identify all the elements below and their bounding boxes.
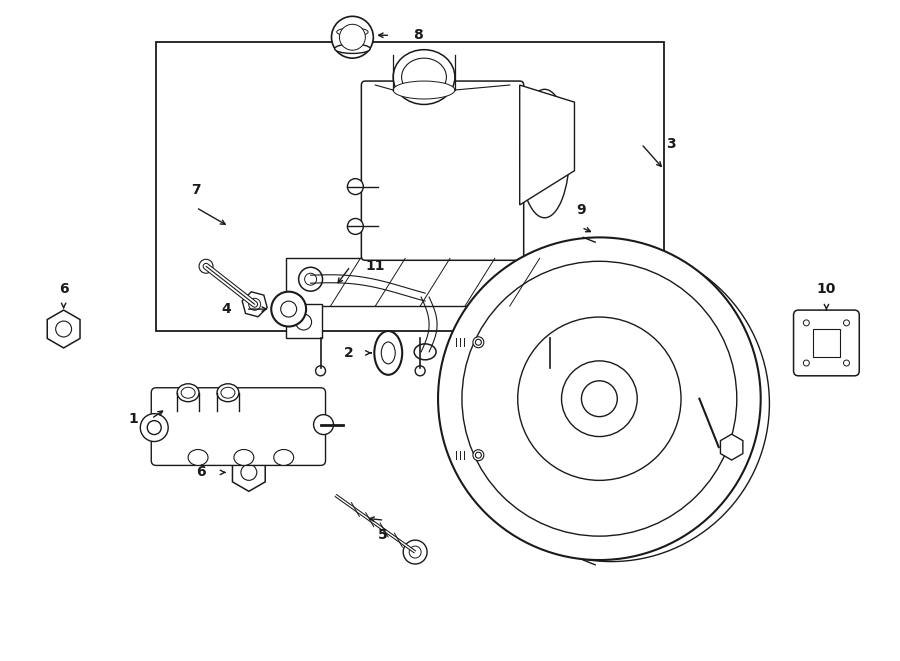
Circle shape [347,178,364,194]
Bar [285,258,570,306]
Ellipse shape [393,81,454,99]
Circle shape [299,267,322,291]
Circle shape [472,449,484,461]
Text: 8: 8 [413,28,423,42]
Circle shape [148,420,161,434]
Circle shape [347,219,364,235]
Circle shape [475,339,482,345]
Circle shape [241,465,256,481]
Circle shape [472,336,484,348]
Ellipse shape [217,384,239,402]
Circle shape [339,24,365,50]
Circle shape [462,261,737,536]
Text: 10: 10 [816,282,836,296]
Text: 3: 3 [666,137,676,151]
FancyBboxPatch shape [151,388,326,465]
Ellipse shape [188,449,208,465]
Bar [157,42,664,331]
Text: 6: 6 [58,282,68,296]
Circle shape [304,273,317,285]
Circle shape [544,366,554,376]
Bar [285,304,321,338]
Circle shape [248,298,261,310]
Circle shape [403,540,427,564]
Circle shape [804,360,809,366]
Ellipse shape [234,449,254,465]
Ellipse shape [519,89,570,217]
Circle shape [415,366,425,376]
Ellipse shape [401,58,446,96]
Circle shape [296,314,311,330]
Circle shape [140,414,168,442]
Circle shape [843,360,850,366]
Circle shape [581,381,617,416]
Ellipse shape [393,50,454,104]
Ellipse shape [274,449,293,465]
Text: 9: 9 [577,202,586,217]
Ellipse shape [335,44,370,54]
Circle shape [331,17,374,58]
FancyBboxPatch shape [362,81,524,260]
Circle shape [843,320,850,326]
Bar [517,304,553,338]
FancyBboxPatch shape [813,329,841,357]
Circle shape [526,314,543,330]
Text: 11: 11 [365,259,385,273]
Ellipse shape [177,384,199,402]
Polygon shape [519,85,574,205]
Text: 6: 6 [196,465,206,479]
Ellipse shape [181,387,195,398]
Text: 2: 2 [344,346,354,360]
Text: 1: 1 [129,412,139,426]
Text: 5: 5 [377,528,387,542]
Ellipse shape [382,342,395,364]
Circle shape [804,320,809,326]
Circle shape [475,452,482,458]
Circle shape [518,317,681,481]
Ellipse shape [337,28,368,36]
Circle shape [316,366,326,376]
Ellipse shape [454,245,770,562]
Circle shape [562,361,637,436]
Circle shape [313,414,334,434]
Ellipse shape [414,344,436,360]
Ellipse shape [374,331,402,375]
Text: 7: 7 [192,182,201,196]
Circle shape [438,237,760,560]
Circle shape [410,546,421,558]
Text: 4: 4 [221,302,230,316]
Circle shape [199,259,213,273]
FancyBboxPatch shape [794,310,859,376]
Ellipse shape [221,387,235,398]
Circle shape [281,301,297,317]
Circle shape [56,321,72,337]
Circle shape [271,292,306,327]
